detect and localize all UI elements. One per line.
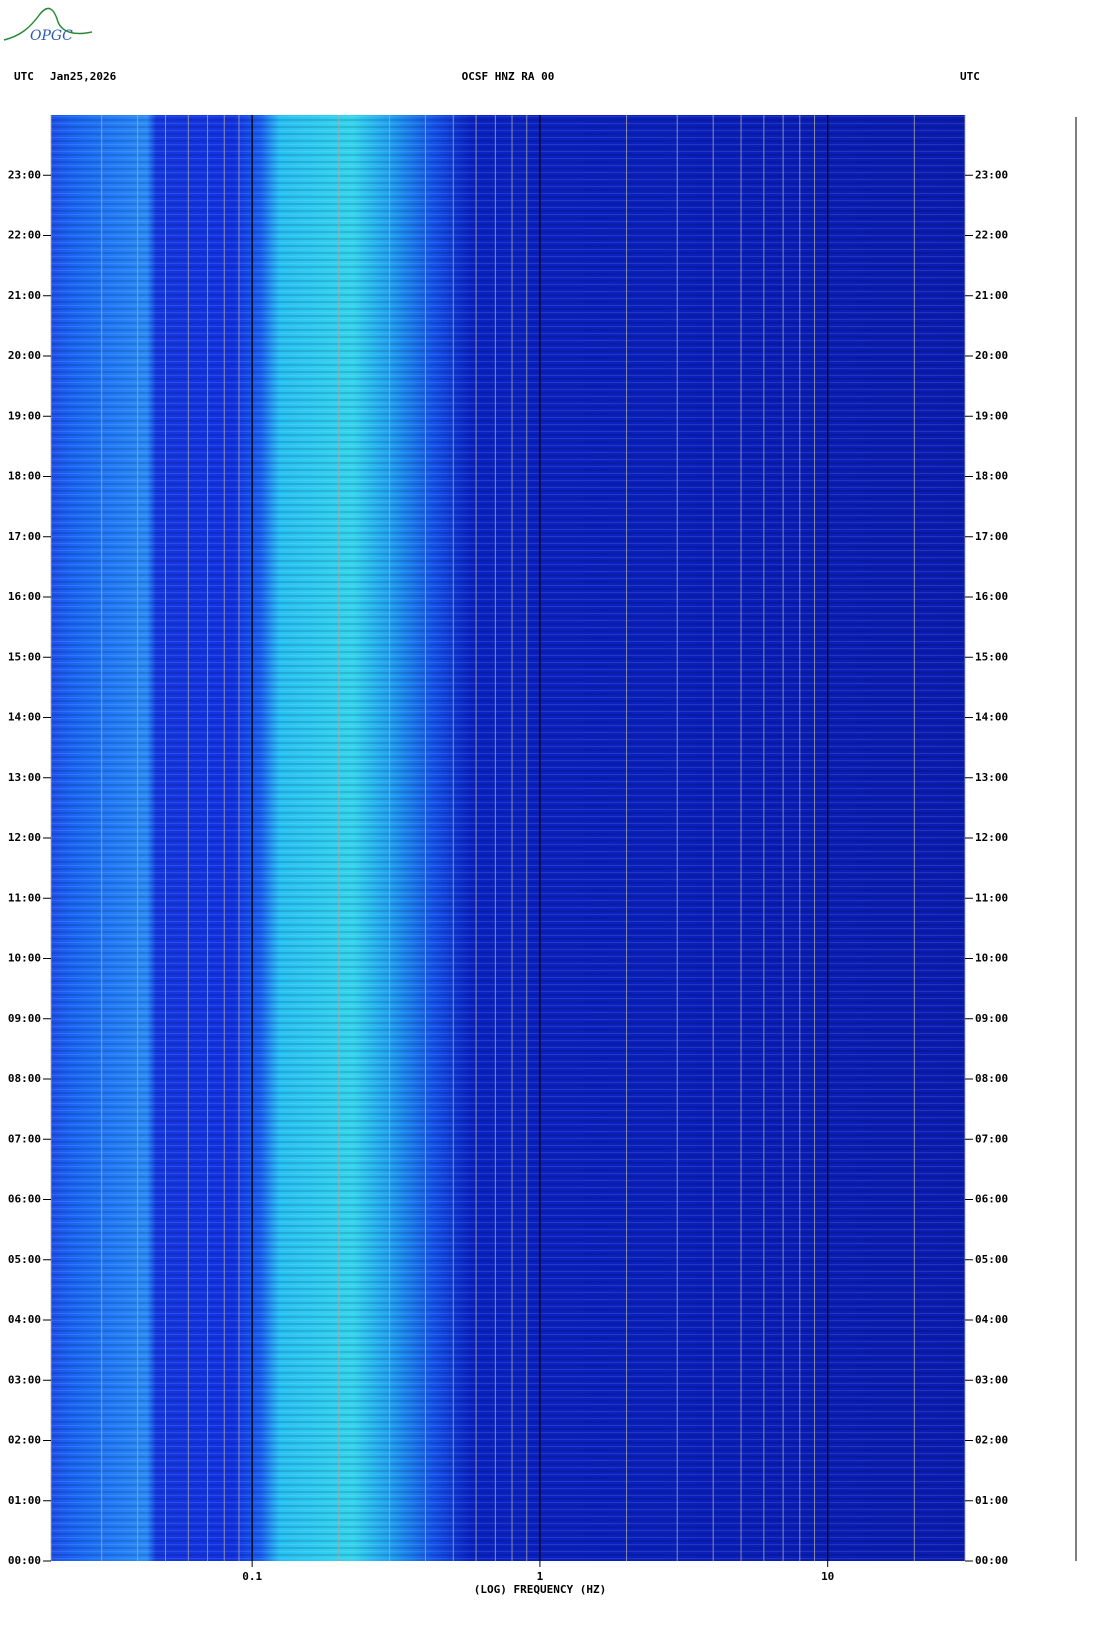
y-tick-label-right: 06:00	[975, 1193, 1008, 1206]
y-tick-label-left: 23:00	[8, 168, 41, 181]
y-tick-label-right: 22:00	[975, 229, 1008, 242]
y-tick-label-right: 20:00	[975, 349, 1008, 362]
y-tick-label-left: 03:00	[8, 1373, 41, 1386]
y-tick-label-right: 08:00	[975, 1072, 1008, 1085]
y-tick-label-left: 01:00	[8, 1494, 41, 1507]
x-tick-label: 1	[537, 1570, 544, 1583]
y-tick-label-left: 06:00	[8, 1193, 41, 1206]
y-tick-label-right: 09:00	[975, 1012, 1008, 1025]
y-tick-label-right: 00:00	[975, 1554, 1008, 1567]
y-tick-label-left: 08:00	[8, 1072, 41, 1085]
x-tick-label: 10	[821, 1570, 834, 1583]
y-tick-label-left: 12:00	[8, 831, 41, 844]
y-tick-label-right: 19:00	[975, 409, 1008, 422]
y-tick-label-left: 09:00	[8, 1012, 41, 1025]
x-axis-label: (LOG) FREQUENCY (HZ)	[474, 1583, 606, 1596]
y-tick-label-right: 01:00	[975, 1494, 1008, 1507]
y-tick-label-left: 15:00	[8, 650, 41, 663]
logo: OPGC	[3, 7, 93, 44]
chart-title: OCSF HNZ RA 00	[462, 70, 555, 83]
y-tick-label-left: 11:00	[8, 891, 41, 904]
y-tick-label-left: 13:00	[8, 771, 41, 784]
y-tick-label-right: 04:00	[975, 1313, 1008, 1326]
y-tick-label-right: 14:00	[975, 711, 1008, 724]
y-tick-label-left: 18:00	[8, 470, 41, 483]
y-tick-label-right: 02:00	[975, 1434, 1008, 1447]
y-tick-label-left: 05:00	[8, 1253, 41, 1266]
logo-text: OPGC	[30, 28, 73, 44]
spectrogram-texture	[51, 115, 965, 1561]
y-tick-label-left: 22:00	[8, 229, 41, 242]
y-tick-label-right: 12:00	[975, 831, 1008, 844]
y-tick-label-right: 03:00	[975, 1373, 1008, 1386]
y-tick-label-left: 19:00	[8, 409, 41, 422]
y-tick-label-right: 16:00	[975, 590, 1008, 603]
y-tick-label-right: 17:00	[975, 530, 1008, 543]
y-tick-label-right: 11:00	[975, 891, 1008, 904]
y-tick-label-left: 04:00	[8, 1313, 41, 1326]
y-tick-label-right: 23:00	[975, 168, 1008, 181]
left-utc-label: UTC	[14, 70, 34, 83]
date-label: Jan25,2026	[50, 70, 117, 83]
y-tick-label-left: 16:00	[8, 590, 41, 603]
right-utc-label: UTC	[960, 70, 980, 83]
y-tick-label-left: 07:00	[8, 1132, 41, 1145]
y-tick-label-left: 21:00	[8, 289, 41, 302]
y-tick-label-right: 07:00	[975, 1132, 1008, 1145]
y-tick-label-left: 10:00	[8, 952, 41, 965]
y-tick-label-right: 18:00	[975, 470, 1008, 483]
y-tick-label-right: 10:00	[975, 952, 1008, 965]
y-tick-label-right: 13:00	[975, 771, 1008, 784]
y-tick-label-left: 17:00	[8, 530, 41, 543]
y-tick-label-left: 14:00	[8, 711, 41, 724]
y-tick-label-left: 02:00	[8, 1434, 41, 1447]
y-tick-label-right: 15:00	[975, 650, 1008, 663]
y-tick-label-right: 21:00	[975, 289, 1008, 302]
y-tick-label-left: 20:00	[8, 349, 41, 362]
y-tick-label-right: 05:00	[975, 1253, 1008, 1266]
y-tick-label-left: 00:00	[8, 1554, 41, 1567]
x-tick-label: 0.1	[242, 1570, 262, 1583]
